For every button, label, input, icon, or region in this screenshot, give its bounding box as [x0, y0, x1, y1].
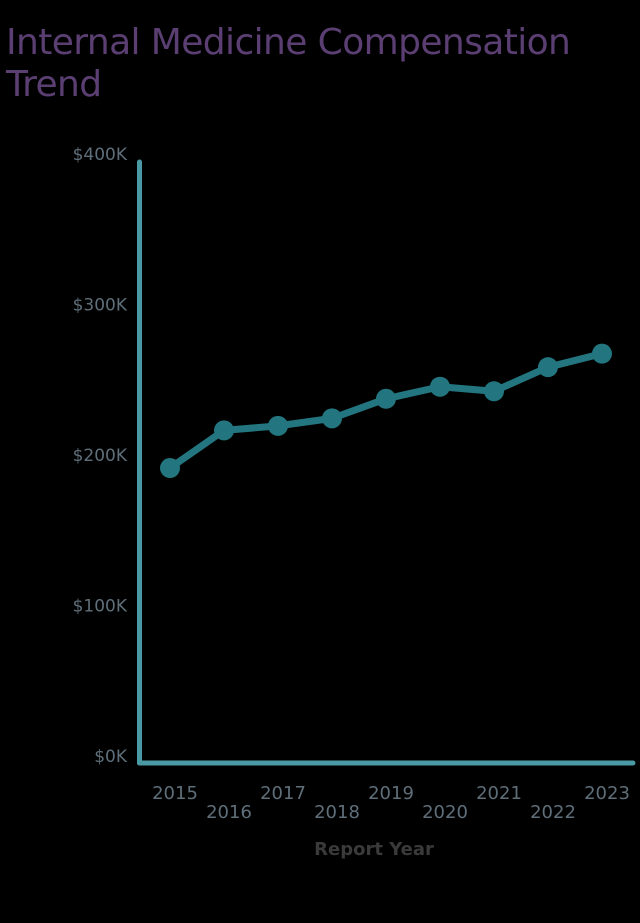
y-axis-tick-labels: $400K $300K $200K $100K $0K — [73, 145, 128, 767]
data-point-2019[interactable] — [376, 388, 396, 409]
y-tick-label: $300K — [73, 296, 128, 316]
x-tick-label: 2018 — [314, 802, 360, 823]
data-line — [167, 350, 603, 471]
data-point-2016[interactable] — [214, 420, 234, 441]
x-tick-label: 2015 — [152, 783, 198, 804]
y-tick-label: $200K — [73, 446, 128, 466]
y-tick-label: $0K — [94, 747, 128, 767]
data-point-2017[interactable] — [268, 415, 288, 436]
data-markers — [160, 343, 612, 479]
y-tick-label: $400K — [73, 145, 128, 165]
data-point-2021[interactable] — [484, 381, 504, 402]
x-tick-label: 2021 — [476, 783, 522, 804]
x-tick-label: 2020 — [422, 802, 468, 823]
data-point-2022[interactable] — [538, 357, 558, 378]
data-point-2015[interactable] — [160, 458, 180, 479]
x-tick-label: 2023 — [584, 783, 630, 804]
y-tick-label: $100K — [73, 597, 128, 617]
x-axis-label: Report Year — [314, 839, 434, 860]
x-tick-label: 2016 — [206, 802, 252, 823]
x-tick-label: 2019 — [368, 783, 414, 804]
data-point-2023[interactable] — [592, 343, 612, 364]
chart-title: Internal Medicine Compensation Trend — [6, 22, 571, 105]
x-tick-label: 2017 — [260, 783, 306, 804]
data-point-2020[interactable] — [430, 376, 450, 397]
x-tick-label: 2022 — [530, 802, 576, 823]
x-axis-tick-labels: 2015 2016 2017 2018 2019 2020 2021 2022 2023 — [152, 783, 630, 823]
data-point-2018[interactable] — [322, 408, 342, 429]
